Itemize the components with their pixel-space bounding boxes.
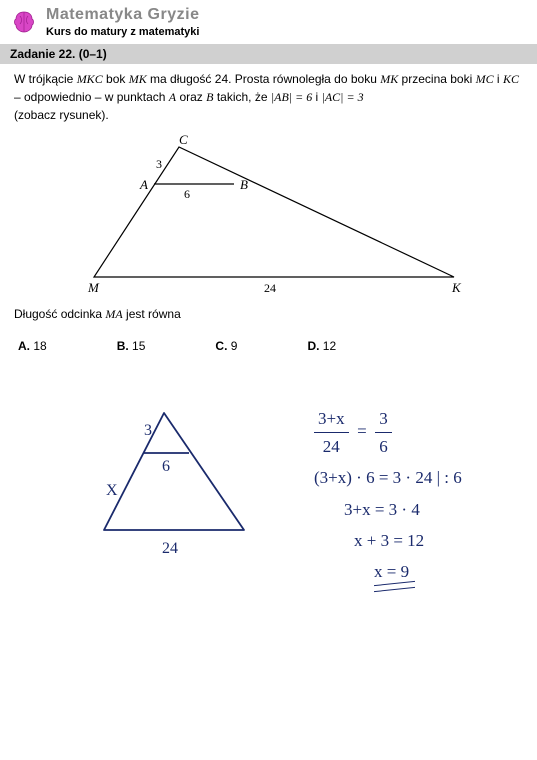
den: 24 — [314, 433, 349, 460]
txt: – odpowiednio – w punktach — [14, 90, 169, 104]
page-header: Matematyka Gryzie Kurs do matury z matem… — [0, 0, 537, 40]
hw-6: 6 — [162, 458, 170, 475]
opt-label: A. — [18, 339, 30, 353]
hw-24: 24 — [162, 540, 178, 557]
txt: (zobacz rysunek). — [14, 108, 109, 122]
opt-value: 18 — [33, 339, 46, 353]
opt-label: D. — [307, 339, 319, 353]
lbl-24: 24 — [264, 281, 276, 295]
option-A[interactable]: A. 18 — [18, 337, 47, 355]
task-bar: Zadanie 22. (0–1) — [0, 44, 537, 64]
opt-value: 12 — [323, 339, 336, 353]
hw-line3: 3+x = 3 · 4 — [314, 496, 462, 523]
opt-label: B. — [117, 339, 129, 353]
num: 3 — [375, 405, 392, 433]
lbl-A: A — [139, 177, 148, 192]
hw-line5: x = 9 — [314, 558, 462, 586]
triangle-diagram: C A B M K 3 6 24 — [54, 132, 484, 297]
lbl-B: B — [240, 177, 248, 192]
txt: i — [494, 72, 503, 86]
txt: Długość odcinka — [14, 307, 105, 321]
var: MKC — [77, 72, 103, 86]
eq: |AC| = 3 — [322, 90, 364, 104]
var: MC — [476, 72, 494, 86]
handwritten-solution: 3 6 X 24 3+x24 = 36 (3+x) · 6 = 3 · 24 |… — [14, 395, 523, 655]
brand-title: Matematyka Gryzie — [46, 6, 199, 24]
option-D[interactable]: D. 12 — [307, 337, 336, 355]
opt-value: 15 — [132, 339, 145, 353]
val: 24 — [215, 72, 228, 86]
hw-line1: 3+x24 = 36 — [314, 405, 462, 460]
hw-line4: x + 3 = 12 — [314, 527, 462, 554]
options-row: A. 18 B. 15 C. 9 D. 12 — [14, 337, 523, 355]
option-C[interactable]: C. 9 — [215, 337, 237, 355]
brain-icon — [10, 8, 38, 36]
opt-value: 9 — [231, 339, 238, 353]
hand-triangle: 3 6 X 24 — [84, 395, 264, 565]
txt: takich, że — [213, 90, 270, 104]
question: Długość odcinka MA jest równa — [14, 305, 523, 323]
var: KC — [503, 72, 519, 86]
txt: ma długość — [147, 72, 215, 86]
den: 6 — [375, 433, 392, 460]
hw-line2: (3+x) · 6 = 3 · 24 | : 6 — [314, 464, 462, 491]
option-B[interactable]: B. 15 — [117, 337, 146, 355]
txt: przecina boki — [398, 72, 475, 86]
hw-X: X — [106, 482, 118, 499]
lbl-6: 6 — [184, 187, 190, 201]
txt: bok — [103, 72, 129, 86]
txt: . Prosta równoległa do boku — [228, 72, 380, 86]
answer: x = 9 — [374, 558, 409, 586]
var: MA — [105, 307, 122, 321]
txt: oraz — [176, 90, 206, 104]
content: W trójkącie MKC bok MK ma długość 24. Pr… — [0, 64, 537, 661]
brand-subtitle: Kurs do matury z matematyki — [46, 26, 199, 38]
eq: = — [357, 422, 367, 441]
lbl-C: C — [179, 132, 188, 147]
num: 3+x — [314, 405, 349, 433]
hand-math: 3+x24 = 36 (3+x) · 6 = 3 · 24 | : 6 3+x … — [314, 405, 462, 590]
header-text: Matematyka Gryzie Kurs do matury z matem… — [46, 6, 199, 38]
hw-3: 3 — [144, 422, 152, 439]
lbl-K: K — [451, 280, 462, 295]
opt-label: C. — [215, 339, 227, 353]
lbl-M: M — [87, 280, 100, 295]
problem-text: W trójkącie MKC bok MK ma długość 24. Pr… — [14, 70, 523, 124]
txt: W trójkącie — [14, 72, 77, 86]
txt: i — [312, 90, 321, 104]
var: MK — [380, 72, 398, 86]
txt: jest równa — [123, 307, 181, 321]
lbl-3: 3 — [156, 157, 162, 171]
eq: |AB| = 6 — [271, 90, 312, 104]
var: MK — [129, 72, 147, 86]
